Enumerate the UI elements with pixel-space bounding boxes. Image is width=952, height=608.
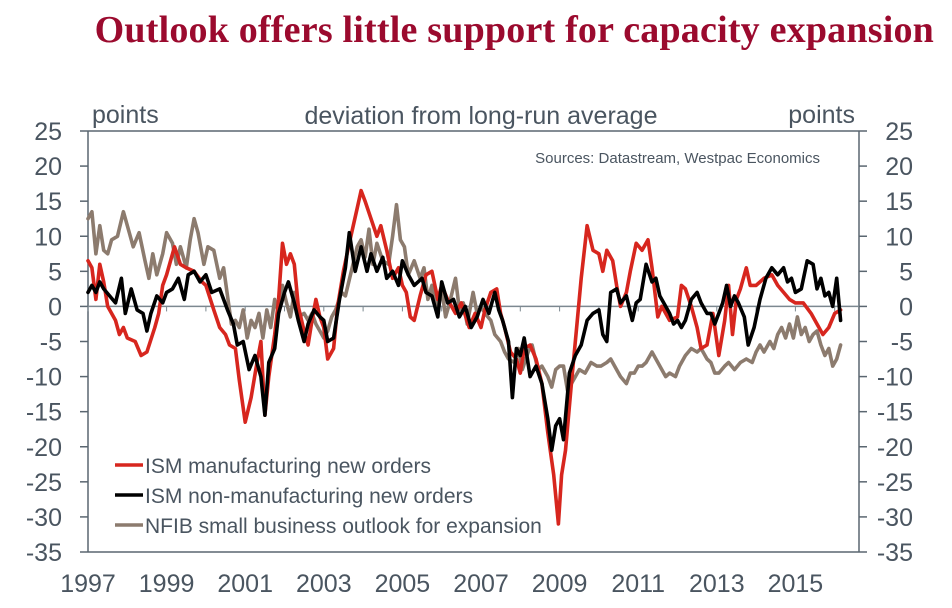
- y-tick-label-right: -10: [877, 364, 913, 392]
- x-tick-label: 2003: [296, 570, 352, 598]
- y-tick-label-left: 20: [34, 153, 62, 181]
- x-tick-label: 2009: [532, 570, 588, 598]
- x-tick-label: 1999: [139, 570, 195, 598]
- y-tick-label-right: -30: [877, 504, 913, 532]
- y-tick-label-left: 5: [48, 258, 62, 286]
- y-tick-label-right: 10: [885, 223, 913, 251]
- x-tick-label: 1997: [60, 570, 116, 598]
- x-tick-label: 2015: [768, 570, 824, 598]
- y-tick-label-right: -25: [877, 469, 913, 497]
- x-tick-label: 2007: [453, 570, 509, 598]
- y-tick-label-left: -15: [26, 399, 62, 427]
- x-tick-label: 2005: [375, 570, 431, 598]
- y-tick-label-right: 15: [885, 188, 913, 216]
- left-unit-label: points: [92, 101, 159, 129]
- y-tick-label-left: -20: [26, 434, 62, 462]
- x-tick-label: 2001: [217, 570, 273, 598]
- y-tick-label-right: -5: [891, 329, 913, 357]
- y-tick-label-right: 0: [899, 293, 913, 321]
- y-tick-label-left: -30: [26, 504, 62, 532]
- series-line-1: [86, 230, 843, 453]
- series-line-2: [86, 202, 843, 393]
- x-tick-label: 2011: [611, 570, 665, 598]
- legend: ISM manufacturing new orders ISM non-manu…: [115, 455, 542, 538]
- y-tick-label-right: -35: [877, 539, 913, 567]
- y-tick-label-left: -25: [26, 469, 62, 497]
- right-unit-label: points: [788, 101, 855, 129]
- y-tick-label-left: 25: [34, 118, 62, 146]
- series-lines: [86, 188, 843, 526]
- y-tick-label-right: -20: [877, 434, 913, 462]
- legend-label: NFIB small business outlook for expansio…: [145, 515, 542, 538]
- source-note: Sources: Datastream, Westpac Economics: [535, 150, 820, 167]
- y-tick-label-right: 25: [885, 118, 913, 146]
- y-tick-label-right: 20: [885, 153, 913, 181]
- legend-label: ISM non-manufacturing new orders: [145, 485, 473, 508]
- x-tick-label: 2013: [689, 570, 745, 598]
- series-line-0: [86, 188, 843, 526]
- chart-subtitle: deviation from long-run average: [305, 102, 658, 130]
- y-tick-label-left: 15: [34, 188, 62, 216]
- y-tick-label-left: 10: [34, 223, 62, 251]
- y-tick-label-left: -35: [26, 539, 62, 567]
- y-tick-label-left: -5: [40, 329, 62, 357]
- legend-label: ISM manufacturing new orders: [145, 455, 431, 478]
- y-tick-label-left: -10: [26, 364, 62, 392]
- y-tick-label-right: -15: [877, 399, 913, 427]
- chart-title: Outlook offers little support for capaci…: [94, 9, 934, 51]
- y-tick-label-right: 5: [899, 258, 913, 286]
- y-tick-label-left: 0: [48, 293, 62, 321]
